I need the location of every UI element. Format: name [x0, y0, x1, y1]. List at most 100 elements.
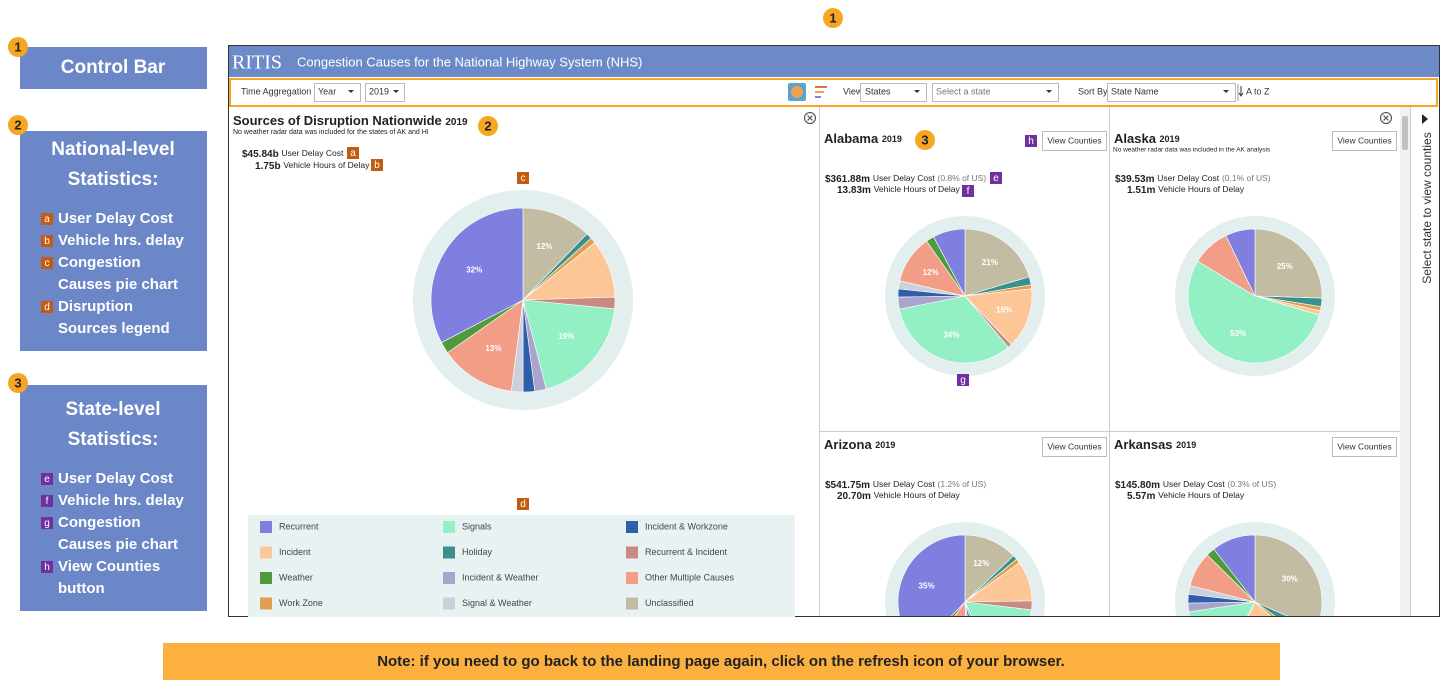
stat: 1.75b Vehicle Hours of Delay [255, 160, 370, 171]
annotation-title: State-level [65, 399, 160, 420]
legend-swatch [443, 521, 455, 533]
state-note: No weather radar data was included in th… [1113, 147, 1271, 154]
legend-swatch [626, 546, 638, 559]
icon [791, 86, 803, 98]
letter-badge [347, 147, 359, 159]
legend-swatch [626, 572, 638, 584]
note-banner [163, 643, 1280, 680]
step-badge [8, 373, 28, 393]
dropdown-value: State Name [1111, 86, 1159, 96]
label: Vehicle Hours of Delay [1158, 184, 1245, 194]
view-counties-button[interactable] [1332, 437, 1397, 457]
stat: 13.83m Vehicle Hours of Delay [837, 184, 960, 195]
annotation-item: Causes pie chart [58, 536, 178, 553]
caret [1223, 90, 1229, 93]
label: User Delay Cost [873, 173, 936, 183]
pie-slice [964, 228, 1030, 297]
stat: $45.84b User Delay Cost [242, 148, 344, 159]
letter: d [520, 499, 526, 510]
stat: $145.80m User Delay Cost (0.3% of US) [1115, 479, 1276, 490]
pie-slice [1254, 534, 1323, 616]
view-counties-button[interactable] [1042, 131, 1107, 151]
pie-slice [964, 601, 972, 616]
dropdown[interactable] [314, 83, 361, 102]
letter: f [967, 186, 970, 197]
step-badge [915, 130, 935, 150]
step-badge [8, 37, 28, 57]
annotation-title: Control Bar [61, 57, 166, 78]
sort-order[interactable]: A to Z [1246, 86, 1270, 96]
pie-slice [964, 601, 1032, 616]
annotation-item: User Delay Cost [58, 470, 173, 487]
dropdown[interactable] [932, 83, 1059, 102]
caret [393, 90, 399, 93]
state-title: Arizona 2019 [824, 437, 895, 452]
legend-label: Unclassified [645, 598, 694, 608]
dropdown-value: Year [318, 86, 336, 96]
state-year: 2019 [1176, 440, 1196, 450]
sidebar-label[interactable]: Select state to view counties [1420, 132, 1434, 283]
legend-label: Weather [279, 572, 313, 582]
scrollbar[interactable] [1400, 107, 1410, 616]
dropdown[interactable] [1107, 83, 1236, 102]
pie-slice [1213, 534, 1256, 603]
scroll-thumb[interactable] [1402, 116, 1408, 150]
legend-swatch [260, 572, 272, 584]
close-icon [807, 115, 813, 121]
annotation-item: Vehicle hrs. delay [58, 232, 185, 249]
dropdown[interactable] [860, 83, 927, 102]
caret [1046, 90, 1052, 93]
letter-badge [41, 561, 53, 573]
letter-badge [41, 235, 53, 247]
legend-swatch [626, 521, 638, 533]
button-label: View Counties [1047, 135, 1101, 145]
letter-badge [41, 301, 53, 313]
share: (0.1% of US) [1222, 173, 1271, 183]
letter: d [44, 302, 50, 313]
view-counties-button[interactable] [1042, 437, 1107, 457]
step-badge [478, 116, 498, 136]
title: Sources of Disruption Nationwide [233, 113, 442, 128]
pie-slice [430, 207, 524, 343]
stat: 20.70m Vehicle Hours of Delay [837, 490, 960, 501]
letter: h [1028, 136, 1034, 147]
close-button[interactable] [1380, 112, 1392, 124]
legend-swatch [443, 546, 455, 559]
label: User Delay Cost [1157, 173, 1220, 183]
slice-label: 12% [923, 268, 939, 277]
legend-swatch [260, 521, 272, 533]
dropdown-value: States [865, 86, 891, 96]
step-number: 1 [14, 39, 21, 54]
button-label: View Counties [1337, 135, 1391, 145]
pie-slice [1187, 260, 1320, 364]
view-counties-button[interactable] [1332, 131, 1397, 151]
slice-label: 30% [1282, 574, 1298, 583]
annotation-title: Statistics: [68, 169, 159, 190]
annotation-item: User Delay Cost [58, 210, 173, 227]
letter-badge [957, 374, 969, 386]
letter-badge [41, 473, 53, 485]
letter: h [44, 562, 50, 573]
icon [815, 91, 824, 93]
label: View [843, 86, 863, 96]
dropdown[interactable] [365, 83, 405, 102]
legend-label: Work Zone [279, 598, 323, 608]
state-year: 2019 [875, 440, 895, 450]
sort-icon[interactable] [1238, 86, 1244, 97]
expand-arrow[interactable] [1422, 114, 1428, 124]
bar-view-button[interactable] [815, 86, 827, 98]
letter: e [993, 173, 999, 184]
note: No weather radar data was included for t… [233, 129, 429, 136]
legend-label: Incident [279, 547, 311, 557]
state-title: Alabama 2019 [824, 131, 902, 146]
close-button[interactable] [804, 112, 816, 124]
step-number: 1 [829, 10, 836, 25]
state-title: Alaska 2019 [1114, 131, 1180, 146]
letter-badge [990, 172, 1002, 184]
annotation-item: Congestion [58, 254, 141, 271]
step-badge [8, 115, 28, 135]
note-text: Note: if you need to go back to the land… [377, 653, 1065, 670]
label: User Delay Cost [1163, 479, 1226, 489]
slice-label: 14% [1213, 621, 1229, 630]
